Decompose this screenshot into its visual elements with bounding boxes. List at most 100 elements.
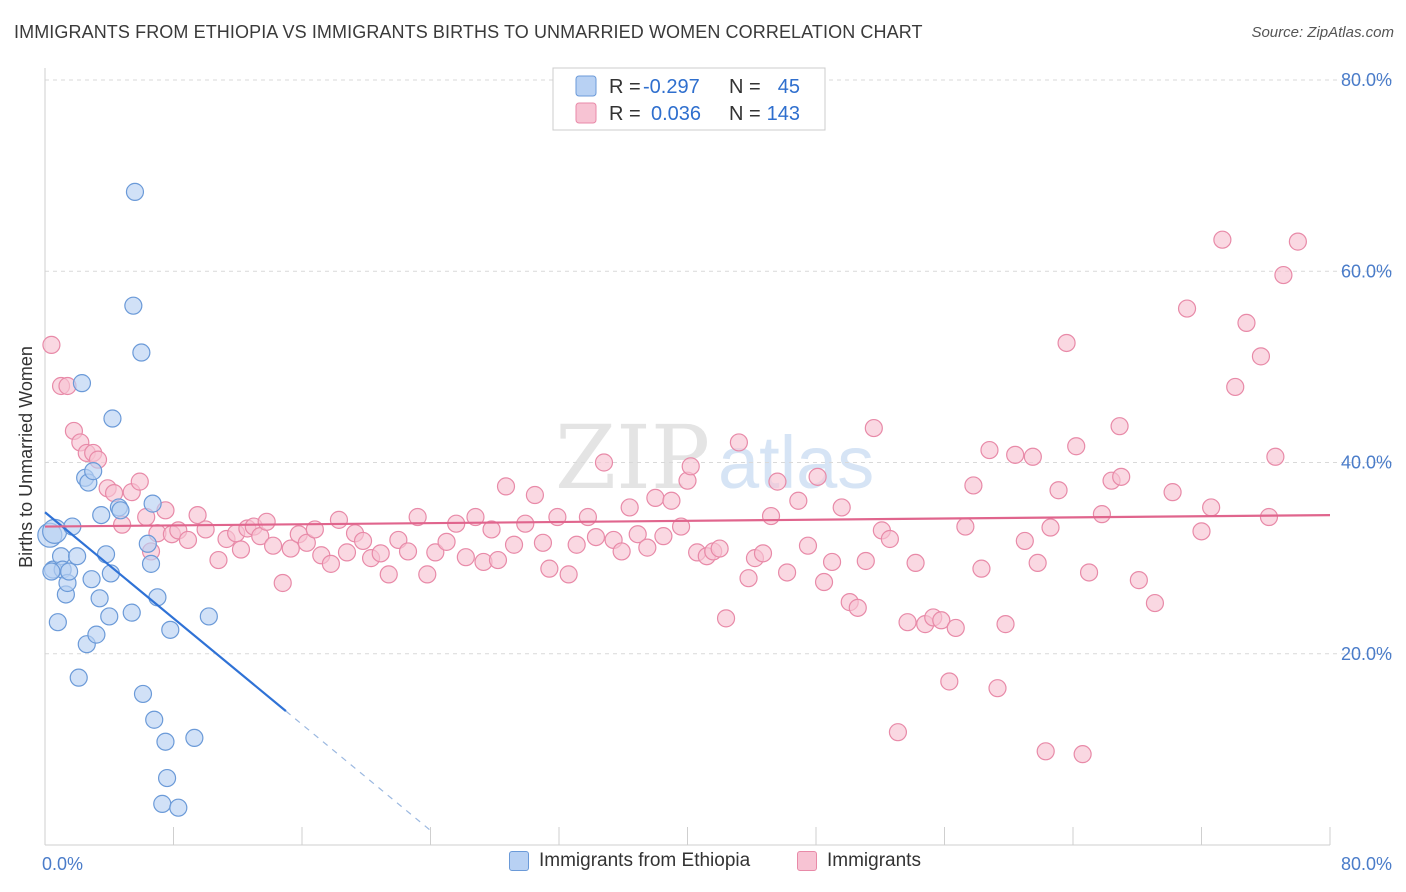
y-axis-label: Births to Unmarried Women: [16, 346, 36, 568]
trend-line-ethiopia: [44, 511, 287, 712]
point-immigrants: [964, 476, 983, 495]
point-immigrants: [1259, 507, 1279, 527]
point-immigrants: [888, 723, 908, 742]
point-immigrants: [1028, 553, 1047, 573]
x-tick-labels: 0.0% 80.0%: [42, 854, 1392, 874]
point-immigrants-from-ethiopia: [48, 613, 67, 632]
correlation-legend: R = -0.297 N = 45 R = 0.036 N = 143: [552, 67, 826, 131]
point-immigrants: [646, 488, 665, 507]
legend-n-value-1: 45: [778, 76, 800, 98]
point-immigrants-from-ethiopia: [96, 545, 116, 564]
point-immigrants: [1274, 265, 1293, 285]
point-immigrants: [398, 542, 418, 561]
point-immigrants: [263, 536, 283, 555]
legend-r-value-1: -0.297: [643, 76, 700, 98]
point-immigrants: [822, 552, 842, 572]
point-immigrants: [1092, 505, 1112, 524]
point-immigrants: [716, 609, 736, 628]
point-immigrants: [321, 554, 341, 573]
point-immigrants: [1213, 230, 1232, 249]
bottom-legend-immigrants: Immigrants: [797, 850, 921, 872]
point-immigrants: [1266, 447, 1285, 466]
y-tick-label: 40.0%: [1341, 453, 1392, 473]
point-immigrants: [578, 507, 598, 527]
bottom-legend-swatch-ethiopia: [509, 851, 529, 871]
point-immigrants: [1288, 232, 1307, 251]
point-immigrants: [681, 457, 700, 476]
point-immigrants: [337, 543, 357, 562]
point-immigrants-from-ethiopia: [90, 589, 109, 608]
point-immigrants: [848, 598, 867, 617]
point-immigrants-from-ethiopia: [153, 794, 172, 813]
point-immigrants: [753, 544, 773, 563]
point-immigrants-from-ethiopia: [169, 798, 188, 817]
point-immigrants: [1057, 333, 1076, 353]
point-immigrants: [408, 507, 427, 527]
point-immigrants: [594, 453, 614, 472]
point-immigrants-from-ethiopia: [100, 607, 119, 626]
trend-line-ethiopia-extension: [285, 710, 431, 831]
point-immigrants: [1129, 571, 1148, 590]
point-immigrants: [1041, 518, 1060, 537]
series-immigrants-from-ethiopia: [37, 182, 218, 817]
point-immigrants-from-ethiopia: [87, 625, 106, 644]
series-immigrants: [42, 230, 1307, 764]
y-tick-label: 80.0%: [1341, 70, 1392, 90]
point-immigrants: [798, 536, 818, 555]
source-label: Source: ZipAtlas.com: [1251, 24, 1394, 41]
point-immigrants: [662, 491, 681, 510]
point-immigrants: [586, 527, 606, 547]
point-immigrants: [1163, 483, 1182, 502]
point-immigrants: [777, 563, 797, 582]
point-immigrants: [814, 572, 834, 592]
point-immigrants: [856, 551, 875, 571]
point-immigrants: [980, 440, 999, 460]
point-immigrants: [273, 573, 292, 593]
point-immigrants: [1177, 299, 1197, 318]
legend-r-label-2: R =: [609, 103, 641, 125]
point-immigrants: [257, 512, 276, 531]
point-immigrants-from-ethiopia: [125, 182, 145, 201]
point-immigrants: [482, 520, 501, 539]
point-immigrants: [504, 535, 524, 554]
point-immigrants: [496, 477, 516, 496]
point-immigrants: [1023, 447, 1042, 466]
point-immigrants: [329, 510, 349, 529]
point-immigrants: [628, 525, 647, 544]
point-immigrants: [1192, 522, 1211, 541]
point-immigrants: [42, 335, 61, 354]
point-immigrants-from-ethiopia: [161, 620, 180, 639]
point-immigrants-from-ethiopia: [42, 518, 68, 544]
legend-n-label-1: N =: [729, 76, 761, 98]
point-immigrants: [946, 618, 965, 638]
point-immigrants: [671, 517, 691, 536]
point-immigrants-from-ethiopia: [199, 607, 218, 626]
point-immigrants: [379, 565, 398, 584]
point-immigrants: [972, 559, 991, 578]
point-immigrants: [567, 535, 586, 554]
axes: [44, 68, 1331, 846]
point-immigrants: [1226, 377, 1245, 397]
point-immigrants: [178, 530, 198, 550]
point-immigrants: [739, 569, 758, 588]
y-tick-label: 60.0%: [1341, 261, 1392, 281]
point-immigrants-from-ethiopia: [59, 562, 79, 581]
grid-lines: [45, 79, 1392, 655]
bottom-legend-swatch-immigrants: [797, 851, 817, 871]
point-immigrants: [832, 498, 851, 517]
point-immigrants: [1112, 467, 1131, 486]
point-immigrants: [1145, 593, 1165, 613]
point-immigrants-from-ethiopia: [92, 505, 111, 525]
point-immigrants: [1073, 745, 1092, 764]
point-immigrants: [638, 538, 657, 557]
point-immigrants: [1251, 347, 1271, 366]
point-immigrants: [533, 533, 553, 552]
point-immigrants-from-ethiopia: [157, 768, 177, 788]
point-immigrants-from-ethiopia: [132, 343, 151, 362]
point-immigrants: [988, 679, 1007, 698]
point-immigrants: [281, 539, 300, 558]
point-immigrants-from-ethiopia: [133, 684, 153, 704]
point-immigrants: [898, 613, 917, 632]
point-immigrants: [516, 514, 535, 533]
